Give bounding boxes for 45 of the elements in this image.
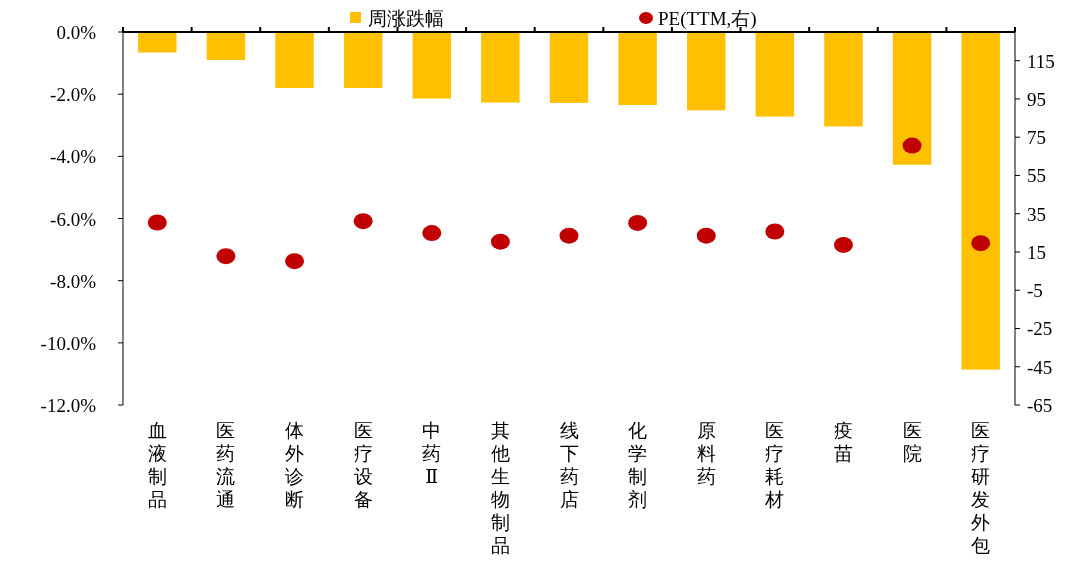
y2-tick-label: 115 (1027, 50, 1055, 72)
x-tick-label: 原料药 (696, 420, 716, 487)
legend-label: PE(TTM,右) (658, 8, 757, 30)
y2-tick-label: -25 (1027, 318, 1053, 340)
x-tick-label: 医疗设备 (353, 420, 373, 510)
y-tick-label: -4.0% (50, 146, 97, 168)
point (285, 253, 305, 270)
point (628, 214, 648, 231)
x-tick-label: 中药Ⅱ (422, 420, 442, 487)
y2-tick-label: 35 (1027, 203, 1046, 225)
x-tick-label: 其他生物制品 (490, 420, 510, 556)
point (422, 225, 442, 242)
x-tick-label: 体外诊断 (285, 420, 305, 510)
point (490, 233, 510, 250)
point (971, 235, 991, 252)
point (216, 248, 236, 265)
y2-tick-label: 75 (1027, 127, 1046, 149)
x-tick-label: 医药流通 (216, 420, 236, 510)
y-tick-label: -12.0% (40, 395, 97, 416)
point (902, 137, 922, 154)
x-tick-label: 医疗研发外包 (971, 420, 991, 556)
point (765, 223, 785, 240)
point (353, 213, 373, 230)
x-tick-label: 医疗耗材 (764, 420, 785, 510)
point (559, 227, 579, 244)
y-tick-label: -6.0% (50, 208, 97, 230)
y-tick-label: 0.0% (56, 22, 97, 43)
y2-tick-label: 55 (1027, 165, 1046, 187)
y-tick-label: -8.0% (50, 270, 97, 292)
y2-tick-label: -65 (1027, 395, 1053, 416)
y-tick-label: -2.0% (50, 84, 97, 106)
x-tick-label: 化学制剂 (628, 420, 648, 510)
x-tick-label: 医院 (902, 420, 922, 464)
x-tick-label: 血液制品 (147, 420, 167, 510)
point (833, 236, 853, 253)
point (147, 214, 167, 231)
y2-tick-label: 95 (1027, 88, 1046, 110)
y2-tick-label: -5 (1027, 280, 1043, 302)
y2-tick-label: -45 (1027, 356, 1053, 378)
y-tick-label: -10.0% (40, 332, 97, 354)
point (696, 227, 716, 244)
legend-label: 周涨跌幅 (368, 8, 444, 29)
x-tick-label: 疫苗 (833, 420, 853, 464)
y2-tick-label: 15 (1027, 241, 1046, 263)
x-tick-label: 线下药店 (559, 420, 579, 510)
